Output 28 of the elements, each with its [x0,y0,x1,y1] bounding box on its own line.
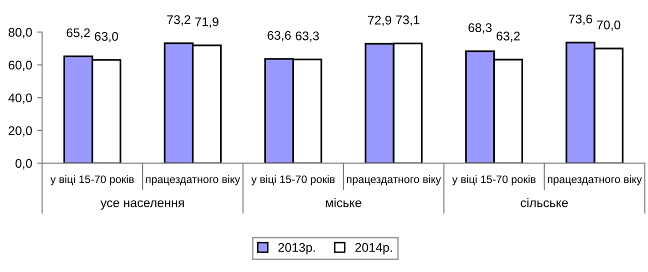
text: усе населення [100,200,184,210]
y-tick-label: 20,0 [8,126,32,137]
data-label: 73,1 [396,15,420,26]
x-tick-label: у віці 15-70 років [50,175,134,186]
data-label: 73,2 [167,15,190,26]
x-tick-label: у віці 15-70 років [251,175,335,186]
data-label: 71,9 [195,17,218,28]
y-tick-label: 40,0 [8,93,32,104]
legend-label: 2013р. [278,243,315,254]
legend-label: 2014р. [355,243,392,254]
y-tick-label: 60,0 [8,60,32,71]
data-label: 63,6 [268,30,291,42]
y-tick-label: 80,0 [8,28,32,38]
text: міське [326,198,362,208]
data-label: 68,3 [468,23,492,34]
data-label: 72,9 [368,16,392,26]
data-label: 65,2 [66,28,90,39]
x-tick-label: працездатного віку [347,175,442,186]
data-label: 63,0 [94,32,118,42]
data-label: 73,6 [568,14,592,25]
x-tick-label: працездатного віку [146,175,240,186]
x-tick-label: працездатного віку [548,175,642,186]
y-tick-label: 0,0 [16,159,32,170]
text: сільське [520,198,568,208]
x-tick-label: у віці 15-70 років [452,175,536,186]
data-label: 63,2 [496,32,520,42]
data-label: 63,3 [296,31,319,42]
data-label: 70,0 [597,20,620,31]
